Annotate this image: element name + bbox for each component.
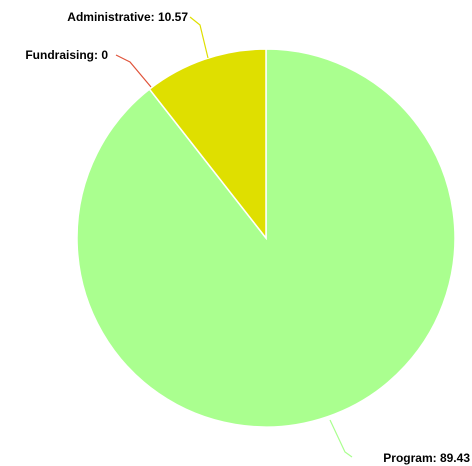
leader-line-fundraising xyxy=(115,54,152,88)
pie-leader-lines xyxy=(115,16,353,458)
pie-slices xyxy=(76,48,456,428)
leader-line-program xyxy=(329,419,353,458)
pie-slice-administrative[interactable] xyxy=(148,48,267,241)
data-label-fundraising: Fundraising: 0 xyxy=(25,48,108,62)
leader-line-administrative xyxy=(189,16,209,59)
pie-labels: Program: 89.43 Fundraising: 0 Administrati… xyxy=(25,10,470,465)
data-label-administrative: Administrative: 10.57 xyxy=(67,10,188,24)
data-label-program: Program: 89.43 xyxy=(383,451,470,465)
